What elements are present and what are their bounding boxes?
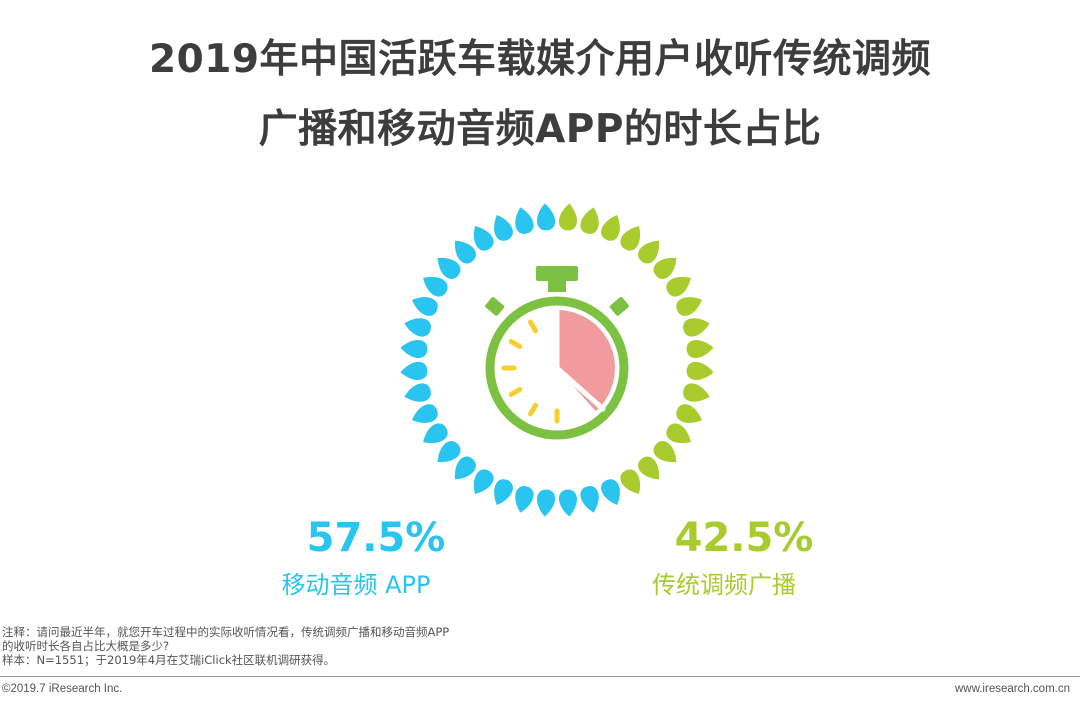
fm-label: 传统调频广播 xyxy=(652,571,796,599)
petal-app xyxy=(400,361,428,380)
app-label: 移动音频 APP xyxy=(281,571,431,599)
petal-app xyxy=(537,489,556,517)
petal-fm xyxy=(686,340,714,359)
note-line3: 样本：N=1551；于2019年4月在艾瑞iClick社区联机调研获得。 xyxy=(2,653,336,667)
petal-app xyxy=(411,404,438,423)
website-link[interactable]: www.iresearch.com.cn xyxy=(954,683,1070,695)
petal-fm xyxy=(676,297,703,316)
stopwatch-ticks xyxy=(501,319,560,424)
stopwatch-tick xyxy=(528,402,538,417)
stopwatch-icon xyxy=(485,266,629,440)
note-line2: 的收听时长各自占比大概是多少? xyxy=(2,639,170,653)
petal-ring xyxy=(400,203,714,517)
petal-app xyxy=(601,479,620,506)
petal-fm xyxy=(601,214,620,241)
petal-app xyxy=(423,277,448,297)
stopwatch-hand-2 xyxy=(554,365,606,412)
petal-app xyxy=(404,318,431,337)
note-line1: 注释：请问最近半年，就您开车过程中的实际收听情况看，传统调频广播和移动音频APP xyxy=(2,625,450,639)
petal-app xyxy=(580,486,599,513)
petal-app xyxy=(455,240,476,264)
petal-app xyxy=(515,486,534,513)
stopwatch-tick xyxy=(508,339,523,349)
petal-app xyxy=(474,469,494,494)
petal-app xyxy=(558,489,577,517)
petal-fm xyxy=(666,277,691,297)
petal-fm xyxy=(620,469,640,494)
petal-fm xyxy=(676,404,703,423)
petal-app xyxy=(400,340,428,359)
petal-fm xyxy=(580,207,599,234)
stopwatch-right-knob xyxy=(609,297,629,316)
petal-fm xyxy=(638,456,659,480)
petal-fm xyxy=(683,383,710,402)
petal-app xyxy=(494,214,513,241)
stopwatch-button xyxy=(536,266,578,281)
petal-fm xyxy=(638,240,659,264)
petal-app xyxy=(423,423,448,443)
petal-app xyxy=(455,456,476,480)
petal-app xyxy=(411,297,438,316)
stopwatch-stem xyxy=(548,280,566,292)
petal-app xyxy=(437,258,461,279)
app-percentage: 57.5% xyxy=(306,515,446,561)
petal-fm xyxy=(683,318,710,337)
stopwatch-tick xyxy=(528,319,538,334)
petal-app xyxy=(404,383,431,402)
petal-fm xyxy=(620,226,640,251)
stopwatch-tick xyxy=(508,387,523,397)
petal-app xyxy=(474,226,494,251)
petal-fm xyxy=(666,423,691,443)
chart-title-line2: 广播和移动音频APP的时长占比 xyxy=(258,107,822,152)
petal-fm xyxy=(558,203,577,231)
petal-fm xyxy=(653,258,677,279)
petal-app xyxy=(494,479,513,506)
petal-fm xyxy=(653,441,677,462)
footer-divider xyxy=(0,676,1080,677)
petal-fm xyxy=(686,361,714,380)
copyright-text: ©2019.7 iResearch Inc. xyxy=(2,683,123,695)
chart-title-line1: 2019年中国活跃车载媒介用户收听传统调频 xyxy=(148,37,932,82)
petal-app xyxy=(515,207,534,234)
petal-app xyxy=(437,441,461,462)
petal-app xyxy=(537,203,556,231)
stopwatch-left-knob xyxy=(485,297,505,316)
fm-percentage: 42.5% xyxy=(674,515,814,561)
stopwatch-elapsed-wedge xyxy=(557,310,615,412)
